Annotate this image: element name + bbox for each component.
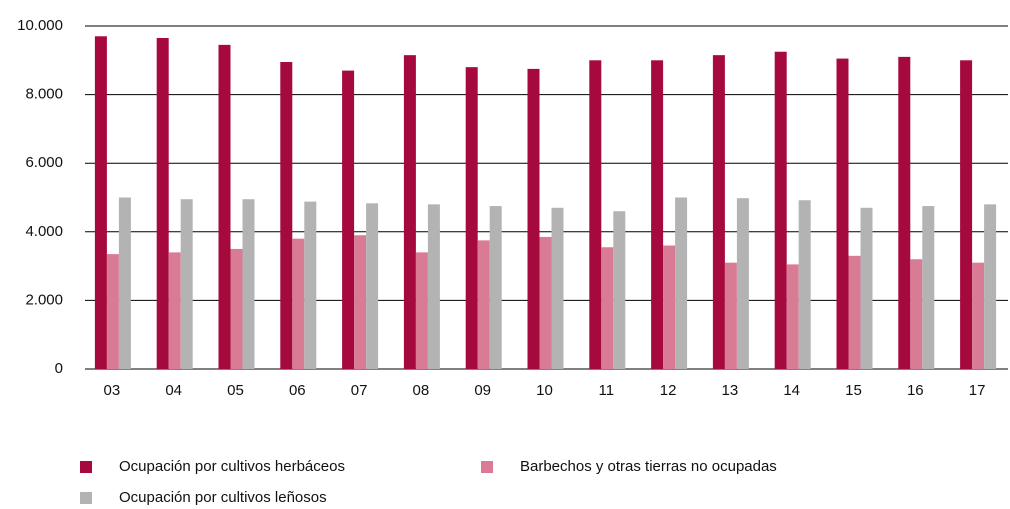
- bar: [663, 245, 676, 369]
- bar: [280, 62, 293, 369]
- bar: [922, 206, 935, 369]
- bar: [798, 200, 811, 369]
- bar: [860, 207, 873, 369]
- bar: [415, 252, 428, 369]
- bar: [94, 36, 107, 369]
- x-tick-label: 16: [907, 382, 924, 399]
- bar: [427, 204, 440, 369]
- x-tick-label: 05: [227, 382, 244, 399]
- x-tick-label: 17: [969, 382, 986, 399]
- bar: [651, 60, 664, 370]
- bar: [589, 60, 602, 370]
- bar: [465, 67, 478, 369]
- y-tick-label: 4.000: [25, 223, 63, 240]
- x-tick-label: 11: [599, 382, 615, 399]
- bar: [354, 235, 367, 369]
- bar: [712, 55, 725, 369]
- bar: [613, 211, 626, 369]
- x-tick-label: 14: [783, 382, 800, 399]
- bar: [156, 38, 169, 369]
- legend-label: Ocupación por cultivos leñosos: [119, 489, 327, 506]
- legend-label: Barbechos y otras tierras no ocupadas: [520, 458, 777, 475]
- bar: [342, 70, 355, 369]
- bar: [774, 51, 787, 369]
- bar: [984, 204, 997, 369]
- bar: [910, 259, 923, 369]
- bar: [230, 248, 243, 369]
- y-tick-label: 8.000: [25, 86, 63, 103]
- bar: [477, 240, 490, 369]
- bar: [403, 55, 416, 369]
- bar: [106, 254, 119, 369]
- x-tick-label: 06: [289, 382, 306, 399]
- bar: [242, 199, 255, 369]
- legend-swatch: [481, 461, 493, 473]
- x-tick-label: 10: [536, 382, 553, 399]
- x-tick-label: 03: [104, 382, 121, 399]
- y-tick-label: 0: [55, 360, 63, 377]
- legend-swatch: [80, 461, 92, 473]
- y-tick-label: 10.000: [17, 17, 63, 34]
- bar: [736, 198, 749, 369]
- bar: [218, 44, 231, 370]
- bar: [601, 247, 614, 369]
- bar: [539, 236, 552, 369]
- bar: [118, 197, 131, 369]
- y-tick-label: 2.000: [25, 291, 63, 308]
- x-tick-label: 08: [413, 382, 430, 399]
- x-tick-label: 15: [845, 382, 862, 399]
- bar: [304, 201, 317, 369]
- bar: [527, 68, 540, 369]
- bar: [836, 58, 849, 370]
- bar: [786, 264, 799, 369]
- bar: [972, 262, 985, 369]
- x-tick-label: 04: [165, 382, 182, 399]
- bar: [168, 252, 181, 369]
- legend-swatch: [80, 492, 92, 504]
- bar: [551, 207, 564, 369]
- x-tick-label: 13: [722, 382, 739, 399]
- bar: [292, 238, 305, 369]
- bar: [848, 255, 861, 369]
- y-tick-label: 6.000: [25, 154, 63, 171]
- bar: [675, 197, 688, 369]
- bar: [180, 199, 193, 369]
- bar: [960, 60, 973, 370]
- legend-label: Ocupación por cultivos herbáceos: [119, 458, 345, 475]
- x-tick-label: 07: [351, 382, 368, 399]
- bar: [366, 203, 379, 369]
- x-tick-label: 12: [660, 382, 677, 399]
- bar: [898, 56, 911, 370]
- bar: [724, 262, 737, 369]
- bar: [489, 206, 502, 369]
- x-tick-label: 09: [474, 382, 491, 399]
